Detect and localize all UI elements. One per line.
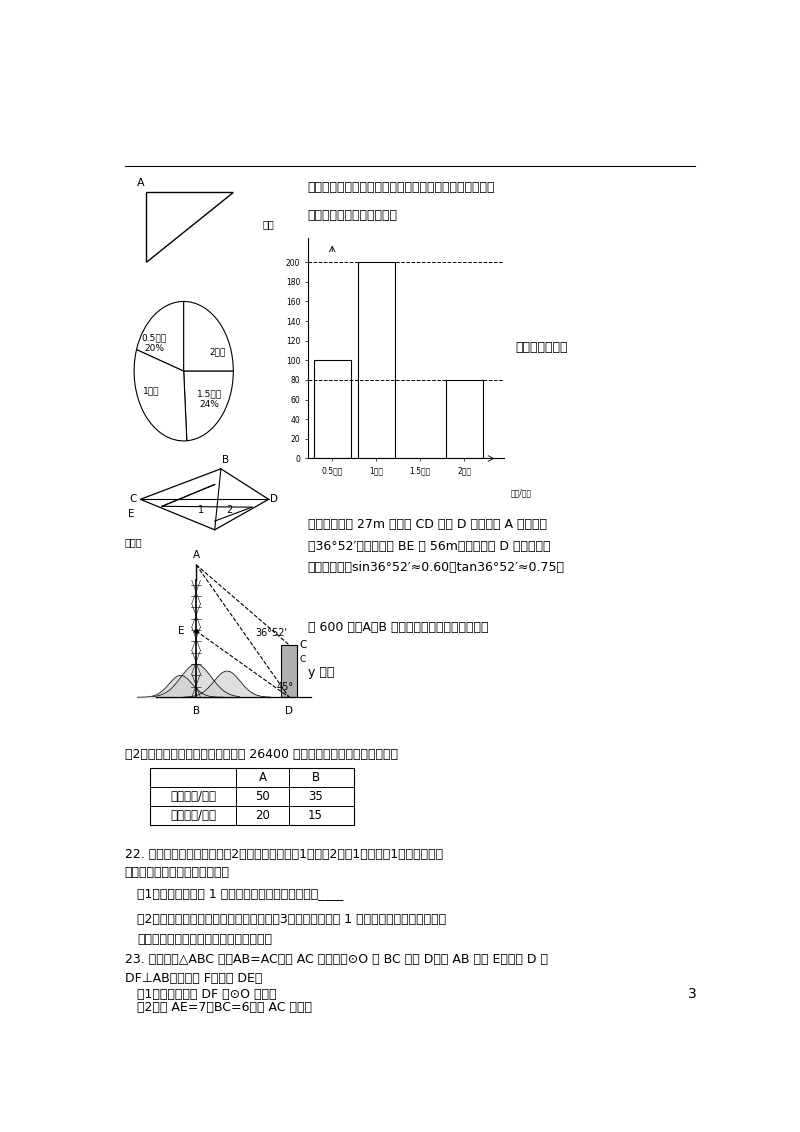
Bar xyxy=(358,263,395,458)
Text: 3: 3 xyxy=(688,986,697,1001)
Text: A: A xyxy=(258,771,266,783)
Text: 0.5小时
20%: 0.5小时 20% xyxy=(142,334,166,353)
Wedge shape xyxy=(137,301,184,371)
Text: 36°52': 36°52' xyxy=(255,627,287,637)
Text: （参考数据：sin36°52′≈0.60，tan36°52′≈0.75）: （参考数据：sin36°52′≈0.60，tan36°52′≈0.75） xyxy=(308,561,565,574)
Text: C: C xyxy=(299,640,306,650)
Text: 利润（元/瓶）: 利润（元/瓶） xyxy=(170,809,216,822)
Text: 羊方法，对某市部分中小学生一天中阳光体育运动时间进: 羊方法，对某市部分中小学生一天中阳光体育运动时间进 xyxy=(308,181,495,195)
Text: E: E xyxy=(178,626,185,636)
Text: B: B xyxy=(193,706,200,715)
Text: 里后绘制成如下的统计图：: 里后绘制成如下的统计图： xyxy=(308,209,398,222)
Bar xyxy=(446,380,483,458)
Text: （2）先从中任意摘出一个球，再从余下的3个球中任意摘出 1 个球，请用列举法（画树状: （2）先从中任意摘出一个球，再从余下的3个球中任意摘出 1 个球，请用列举法（画… xyxy=(138,914,446,926)
Text: D: D xyxy=(285,706,293,715)
Text: C: C xyxy=(130,495,138,505)
Text: E: E xyxy=(128,509,134,520)
Text: 2小时: 2小时 xyxy=(210,348,226,357)
Text: （1）求证：直线 DF 与⊙O 相切；: （1）求证：直线 DF 与⊙O 相切； xyxy=(138,988,277,1002)
Bar xyxy=(314,360,351,458)
Text: 15: 15 xyxy=(308,809,323,822)
Wedge shape xyxy=(184,301,234,371)
Text: 图或列表），求两次都摸到红球的概率．: 图或列表），求两次都摸到红球的概率． xyxy=(138,933,272,945)
Text: y 元．: y 元． xyxy=(308,666,334,679)
Text: 35: 35 xyxy=(308,790,323,803)
Text: 50: 50 xyxy=(255,790,270,803)
Text: 卩36°52′．已知山高 BE 为 56m，楼的底部 D 与山脚在同: 卩36°52′．已知山高 BE 为 56m，楼的底部 D 与山脚在同 xyxy=(308,540,550,554)
Text: 20: 20 xyxy=(255,809,270,822)
Text: 1: 1 xyxy=(198,505,204,515)
Bar xyxy=(281,645,297,697)
Text: 1小时: 1小时 xyxy=(143,386,160,395)
Text: 共 600 瓶，A，B 两种品牌的白酒每瓶的成本和: 共 600 瓶，A，B 两种品牌的白酒每瓶的成本和 xyxy=(308,621,488,634)
Text: 成本（元/瓶）: 成本（元/瓶） xyxy=(170,790,216,803)
Text: 球除颜色外都相同，将球摔匀．: 球除颜色外都相同，将球摔匀． xyxy=(125,866,230,880)
Text: 22. 一个不透明的口袋中装有2个红球（记为红獴1、红獴2），1个白球、1个黑球，这些: 22. 一个不透明的口袋中装有2个红球（记为红獴1、红獴2），1个白球、1个黑球… xyxy=(125,848,443,861)
Wedge shape xyxy=(134,350,187,440)
Text: C: C xyxy=(299,655,306,664)
Text: 1.5小时
24%: 1.5小时 24% xyxy=(197,389,222,409)
Text: 的高，小明在 27m 高的楼 CD 底部 D 测得塔顶 A 的仰角为: 的高，小明在 27m 高的楼 CD 底部 D 测得塔顶 A 的仰角为 xyxy=(308,517,546,531)
Y-axis label: 人数: 人数 xyxy=(263,218,274,229)
Text: D: D xyxy=(270,495,278,505)
Text: DF⊥AB，垂足为 F，连接 DE．: DF⊥AB，垂足为 F，连接 DE． xyxy=(125,971,262,985)
Text: B: B xyxy=(222,455,229,465)
Text: （1）从中任意摘出 1 个球，恰好摸到红球的概率是____: （1）从中任意摘出 1 个球，恰好摸到红球的概率是____ xyxy=(138,887,343,900)
Text: 23. 如图，在△ABC 中，AB=AC，以 AC 为直径的⊙O 交 BC 于点 D，交 AB 于点 E，过点 D 作: 23. 如图，在△ABC 中，AB=AC，以 AC 为直径的⊙O 交 BC 于点… xyxy=(125,953,548,967)
Text: A: A xyxy=(193,550,200,560)
Text: A: A xyxy=(137,178,145,188)
Text: 2: 2 xyxy=(226,505,232,515)
Text: 小于或: 小于或 xyxy=(125,537,142,547)
Text: B: B xyxy=(311,771,319,783)
Text: （2）若 AE=7，BC=6，求 AC 的长．: （2）若 AE=7，BC=6，求 AC 的长． xyxy=(138,1001,312,1013)
Bar xyxy=(150,767,354,825)
Text: （2）如果该酒店每天至少投入成本 26400 元，那么每天至少获利多少元？: （2）如果该酒店每天至少投入成本 26400 元，那么每天至少获利多少元？ xyxy=(125,748,398,761)
Text: 时间/小时: 时间/小时 xyxy=(510,488,532,497)
Wedge shape xyxy=(184,371,234,440)
Text: 45°: 45° xyxy=(277,681,294,692)
Text: 收分布直方图：: 收分布直方图： xyxy=(515,341,568,353)
